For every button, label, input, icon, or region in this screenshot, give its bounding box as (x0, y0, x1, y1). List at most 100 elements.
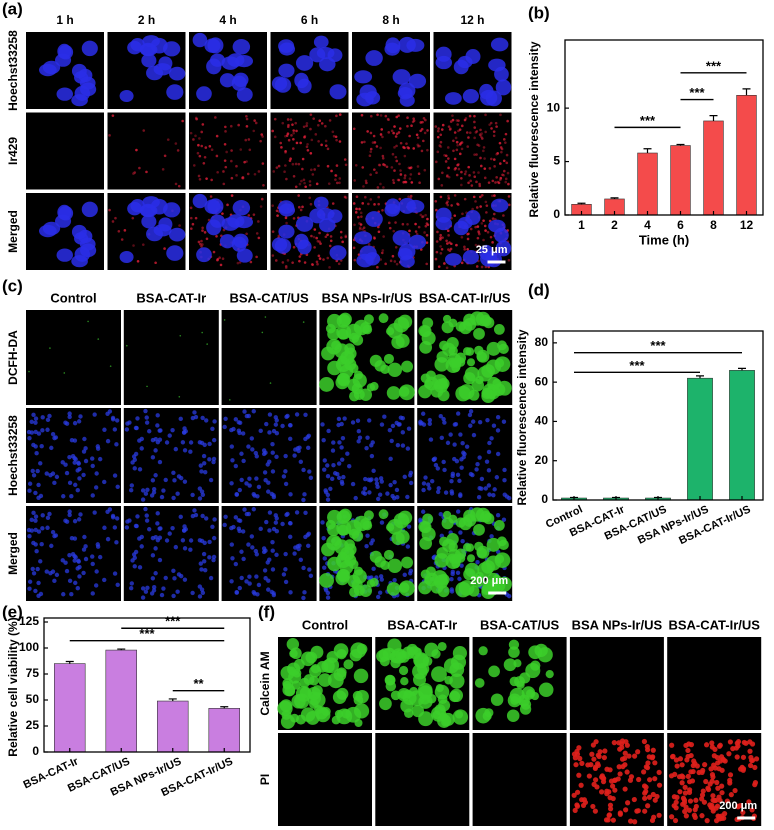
red-signal (247, 138, 251, 141)
red-signal (198, 177, 202, 181)
red-signal (477, 144, 481, 147)
nucleus-dot (159, 494, 165, 500)
nucleus (295, 216, 314, 232)
red-signal (437, 127, 440, 130)
red-nucleus (726, 751, 732, 757)
nucleus-dot (491, 493, 496, 498)
nucleus-dot (471, 432, 477, 438)
red-signal (448, 241, 451, 244)
nucleus-dot (83, 556, 89, 562)
red-signal (439, 145, 443, 148)
red-nucleus (703, 742, 710, 748)
red-signal (381, 156, 385, 160)
nucleus-dot (114, 516, 120, 521)
green-signal (464, 562, 480, 578)
red-signal (344, 235, 348, 239)
red-signal (218, 256, 221, 259)
red-signal (384, 262, 387, 266)
nucleus-dot (112, 427, 118, 432)
red-signal (418, 144, 421, 148)
nucleus-dot (270, 539, 275, 545)
nucleus-dot (283, 469, 288, 474)
red-signal (249, 260, 253, 264)
nucleus-dot (150, 455, 156, 460)
nucleus-dot (325, 463, 330, 468)
red-nucleus (712, 746, 718, 753)
red-signal (482, 219, 485, 222)
red-signal (489, 235, 493, 239)
nucleus-dot (153, 473, 158, 478)
nucleus-dot (455, 472, 461, 477)
red-nucleus (677, 756, 684, 762)
nucleus-dot (325, 497, 331, 502)
green-signal (401, 360, 414, 373)
red-signal (313, 246, 316, 249)
nucleus-dot (198, 561, 203, 566)
red-signal (483, 176, 487, 180)
red-signal (241, 176, 245, 180)
nucleus-dot (350, 481, 356, 487)
red-signal (284, 134, 287, 138)
green-signal (408, 646, 421, 660)
panel-label: (c) (2, 276, 23, 295)
red-signal (484, 200, 488, 204)
red-signal (407, 166, 411, 170)
nucleus-dot (170, 427, 175, 433)
nucleus-dot (495, 513, 501, 518)
red-signal (284, 150, 287, 153)
green-trace (269, 382, 272, 384)
green-signal (359, 388, 373, 401)
nucleus-dot (274, 516, 279, 521)
red-nucleus (673, 805, 679, 811)
red-nucleus (601, 754, 607, 761)
red-signal (491, 179, 495, 183)
red-signal (499, 176, 503, 180)
red-signal (421, 215, 425, 218)
nucleus-dot (438, 414, 443, 419)
red-signal (483, 224, 487, 228)
red-nucleus (709, 771, 716, 778)
nucleus-dot (369, 453, 375, 459)
red-signal (343, 158, 347, 161)
red-nucleus (672, 771, 678, 777)
nucleus-dot (77, 476, 82, 481)
micrograph (319, 408, 415, 503)
red-signal (200, 144, 204, 148)
nucleus (435, 55, 453, 70)
red-signal (477, 230, 480, 233)
red-signal (439, 252, 443, 255)
nucleus-dot (321, 437, 326, 443)
red-signal (194, 216, 198, 220)
red-signal (423, 231, 426, 234)
red-nucleus (593, 739, 599, 745)
green-signal (492, 383, 506, 396)
nucleus-dot (190, 590, 195, 596)
nucleus-dot (63, 560, 68, 565)
red-nucleus (625, 800, 631, 806)
red-signal (367, 243, 371, 246)
red-signal (412, 117, 415, 120)
red-nucleus (577, 755, 583, 762)
red-signal (468, 131, 472, 135)
nucleus-dot (67, 414, 72, 420)
nucleus-dot (27, 534, 32, 539)
green-signal (310, 663, 321, 674)
red-nucleus (606, 812, 613, 818)
nucleus-dot (356, 439, 361, 444)
nucleus-dot (40, 513, 45, 518)
red-signal (391, 152, 395, 156)
red-signal (407, 146, 410, 150)
red-signal (502, 214, 505, 217)
nucleus-dot (45, 417, 51, 423)
nucleus-dot (210, 524, 215, 530)
green-signal (434, 704, 446, 716)
red-nucleus (590, 803, 596, 810)
nucleus (79, 237, 96, 251)
nucleus-dot (175, 491, 180, 496)
red-signal (138, 166, 141, 170)
nucleus-dot (105, 509, 110, 515)
red-nucleus (656, 812, 662, 818)
green-signal (448, 346, 458, 356)
red-nucleus (714, 803, 721, 809)
